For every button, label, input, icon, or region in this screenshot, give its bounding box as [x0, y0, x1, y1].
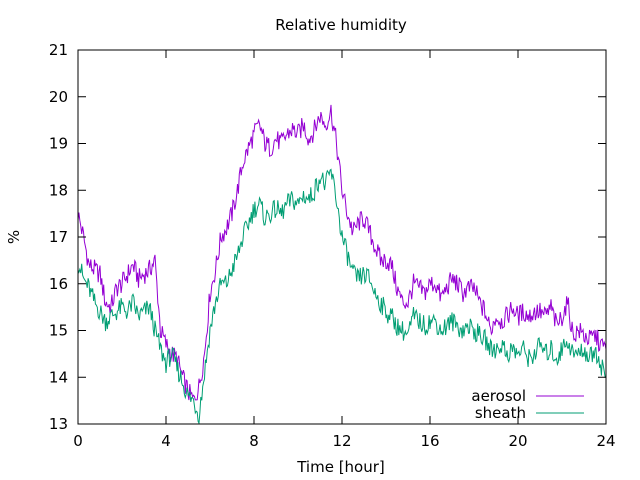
x-tick-label: 0: [73, 432, 83, 450]
legend-label-sheath: sheath: [475, 404, 526, 422]
x-tick-label: 16: [420, 432, 439, 450]
x-tick-label: 4: [161, 432, 171, 450]
y-tick-label: 16: [49, 275, 68, 293]
series-layer: [78, 104, 606, 424]
y-tick-label: 14: [49, 368, 68, 386]
legend-label-aerosol: aerosol: [471, 387, 526, 405]
y-axis-label: %: [5, 230, 23, 244]
chart-title: Relative humidity: [275, 16, 407, 34]
x-tick-label: 24: [596, 432, 615, 450]
ticks-layer: 0 4 8 12 16 20 24 13 14 15 16 17 18 19 20 21: [49, 41, 616, 450]
y-tick-label: 13: [49, 415, 68, 433]
y-tick-label: 15: [49, 322, 68, 340]
y-tick-label: 20: [49, 88, 68, 106]
y-tick-label: 21: [49, 41, 68, 59]
x-tick-label: 20: [508, 432, 527, 450]
series-line-aerosol: [78, 104, 606, 401]
x-axis-label: Time [hour]: [296, 458, 385, 476]
y-tick-label: 17: [49, 228, 68, 246]
y-tick-label: 18: [49, 181, 68, 199]
y-tick-label: 19: [49, 135, 68, 153]
x-tick-label: 8: [249, 432, 259, 450]
series-line-sheath: [78, 168, 606, 424]
x-tick-label: 12: [332, 432, 351, 450]
